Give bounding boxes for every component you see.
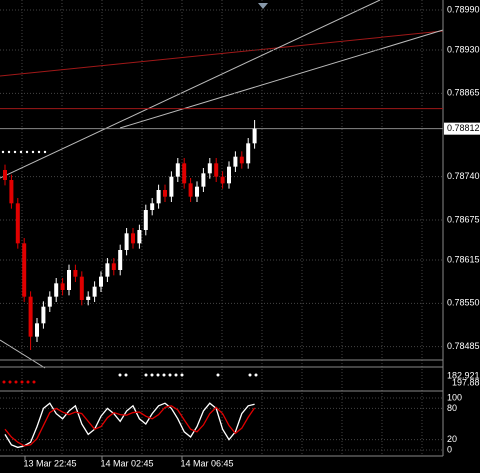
y-tick-label: 0.78865 [447, 88, 480, 98]
candle-body [92, 286, 97, 297]
oscillator-line [4, 402, 255, 449]
candle-body [195, 186, 199, 197]
x-tick-label: 14 Mar 02:45 [100, 458, 153, 468]
y-tick-label: 0.78930 [447, 44, 480, 54]
candle-body [252, 128, 257, 144]
candle-body [150, 203, 155, 210]
candle-body [137, 230, 142, 244]
y-tick-label: 80 [447, 403, 457, 413]
candle-body [201, 173, 206, 187]
candle-body [105, 263, 110, 277]
y-tick-label: 20 [447, 434, 457, 444]
candle-body [156, 190, 161, 204]
candle-body [86, 296, 91, 300]
candle-body [124, 233, 129, 250]
candle-body [60, 283, 65, 290]
candle-body [220, 176, 225, 184]
candle-body [239, 156, 244, 164]
candle-body [182, 163, 187, 184]
y-tick-label: 0.78740 [447, 171, 480, 181]
candle-body [169, 176, 174, 197]
candle-body [79, 276, 84, 300]
candle-body [227, 166, 231, 184]
y-tick-label: 0 [447, 444, 452, 454]
candle-body [3, 170, 7, 180]
candle-body [67, 270, 71, 290]
panel-borders [0, 0, 444, 457]
candle-body [9, 180, 14, 204]
candle-body [207, 163, 212, 174]
candle-body [15, 203, 20, 244]
layout [21, 0, 423, 455]
y-tick-label: 0.78485 [447, 341, 480, 351]
candle-body [47, 296, 52, 307]
y-tick-label: 0.78990 [447, 4, 480, 14]
y-tick-label: 0.78550 [447, 298, 480, 308]
candle-body [99, 276, 103, 287]
trend-lines [0, 0, 444, 369]
candle-body [188, 183, 193, 197]
candle-body [118, 250, 123, 270]
last-price-label: 0.78812 [447, 123, 480, 133]
candle-body [54, 283, 59, 297]
candle-body [163, 190, 167, 197]
indicator-label: 182.921 [447, 370, 480, 380]
signal-dots [1, 150, 258, 384]
candle-body [175, 163, 180, 177]
candle-body [214, 163, 219, 177]
candle-body [143, 210, 148, 230]
y-tick-label: 0.78675 [447, 214, 480, 224]
candle-body [35, 323, 39, 337]
candle-body [73, 270, 78, 277]
candle-body [233, 156, 238, 167]
last-price-box [444, 122, 480, 135]
indicator-label: 197.889 [452, 377, 480, 387]
candle-body [41, 306, 46, 324]
y-tick-label: 0.78615 [447, 254, 480, 264]
y-tick-label: 100 [447, 392, 462, 402]
x-tick-label: 13 Mar 22:45 [23, 458, 76, 468]
candle-body [28, 296, 33, 337]
candle-body [131, 233, 135, 244]
oscillator-line [4, 405, 256, 447]
candle-body [22, 243, 27, 297]
candle-body [246, 143, 251, 164]
candle-body [111, 263, 116, 270]
x-tick-label: 14 Mar 06:45 [180, 458, 233, 468]
